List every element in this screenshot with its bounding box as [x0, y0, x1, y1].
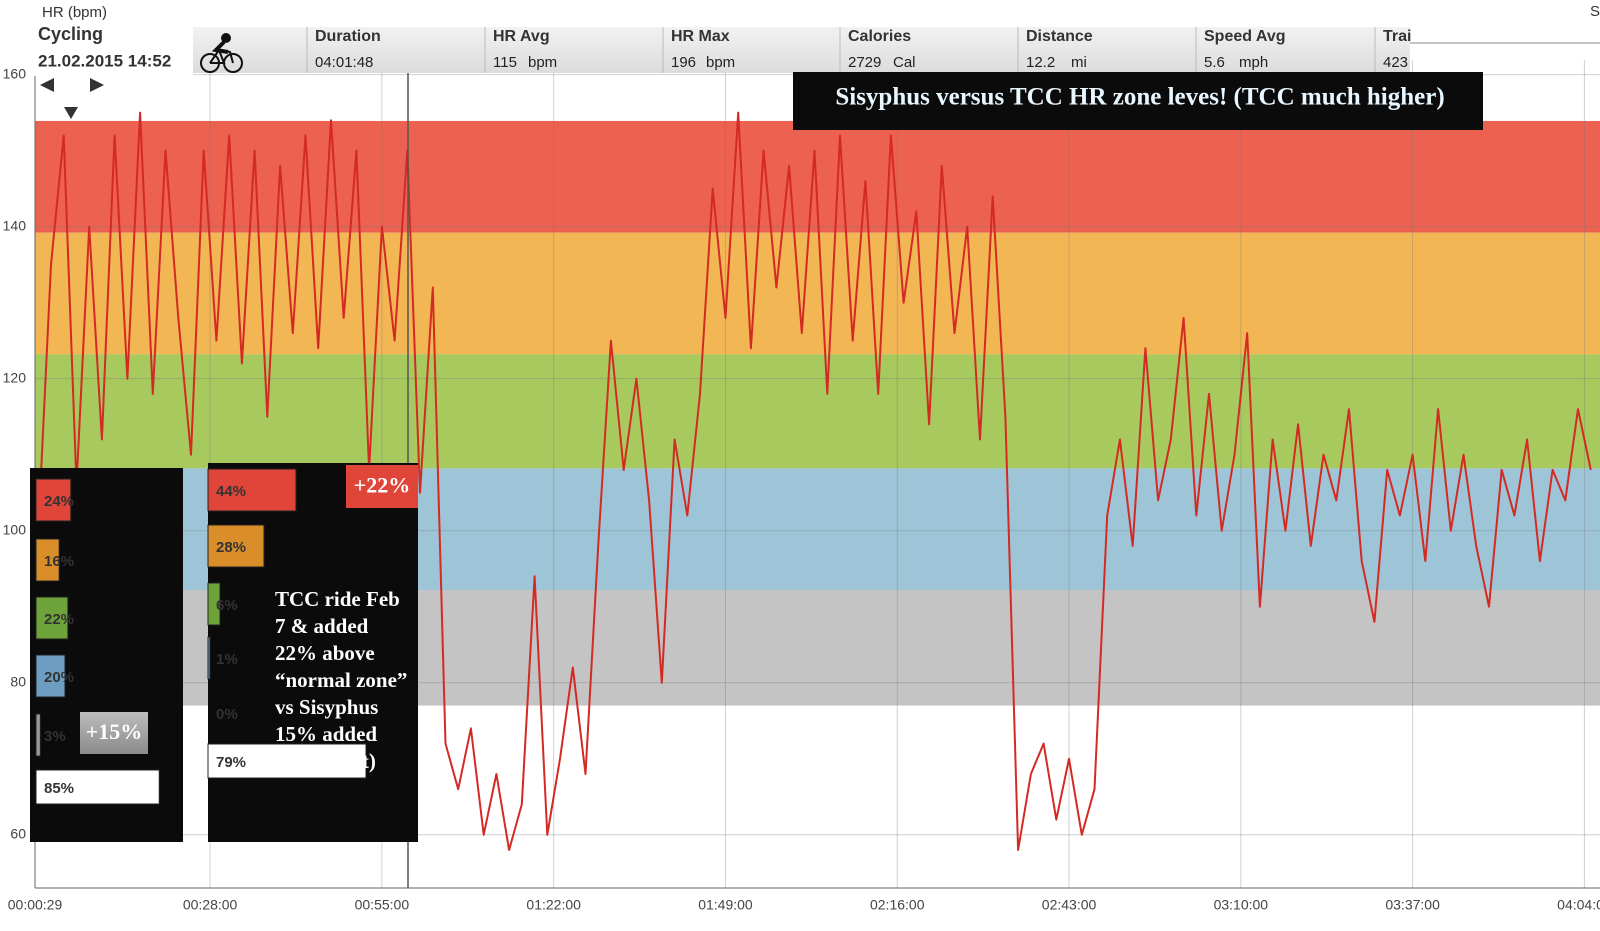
- date: 21.02.2015 14:52: [38, 51, 171, 70]
- y-tick-label: 160: [3, 65, 27, 81]
- note-line: 15% added: [275, 722, 377, 746]
- zone-share-bar: [35, 713, 41, 757]
- stat-value: 423: [1383, 54, 1408, 71]
- zone-share-label: 85%: [44, 780, 74, 797]
- x-tick-label: 04:04:00: [1557, 897, 1600, 913]
- stat-label: Duration: [315, 28, 381, 45]
- delta-box: [346, 465, 418, 508]
- zone-share-bar: [207, 468, 297, 512]
- zone-share-label: 20%: [44, 669, 74, 686]
- stat-label: HR Avg: [493, 28, 550, 45]
- note-line: 22% above: [275, 641, 375, 665]
- annotation-box: [793, 72, 1483, 130]
- stat-label: Speed Avg: [1204, 28, 1286, 45]
- zone-share-bar: [35, 538, 60, 582]
- stats: Duration 04:01:48 HR Avg 115 bpm HR Max 196 bpm…: [306, 27, 1411, 73]
- zone-share-label: 79%: [216, 754, 246, 771]
- zone-share-label: 28%: [216, 539, 246, 556]
- stat-label: Calories: [848, 28, 911, 45]
- axis-label: HR (bpm): [42, 4, 107, 21]
- y-tick-label: 140: [3, 217, 27, 233]
- note-line: vs Sisyphus: [275, 695, 378, 719]
- zone-share-bar: [35, 478, 72, 522]
- hr-line: [37, 111, 1592, 851]
- zone-share-label: 24%: [44, 493, 74, 510]
- sport: Cycling: [38, 24, 103, 44]
- zone-share-bar: [35, 654, 66, 698]
- x-tick-label: 01:49:00: [698, 897, 753, 913]
- stat-value: 115: [493, 54, 517, 71]
- x-tick-label: 00:00:29: [8, 897, 63, 913]
- stat-value: 196: [671, 54, 696, 71]
- zone-share-label: 16%: [44, 553, 74, 570]
- y-tick-label: 80: [10, 673, 26, 689]
- stat-label: Distance: [1026, 28, 1093, 45]
- zone-share-bar: [207, 582, 221, 626]
- zone-share-label: 0%: [216, 706, 238, 723]
- stat-unit: bpm: [706, 54, 735, 71]
- stats-bar: [193, 27, 1410, 73]
- hr-zone: [35, 354, 1600, 469]
- stat-value: 5.6: [1204, 54, 1225, 71]
- delta-box: [80, 712, 148, 754]
- zone-share-label: 22%: [44, 611, 74, 628]
- stat-unit: bpm: [528, 54, 557, 71]
- annotation: Sisyphus versus TCC HR zone leves! (TCC …: [835, 84, 1444, 111]
- stat-label: Trai: [1383, 28, 1411, 45]
- zone-share-bar: [35, 769, 160, 805]
- x-tick-label: 02:16:00: [870, 897, 925, 913]
- x-tick-label: 02:43:00: [1042, 897, 1097, 913]
- x-tick-label: 00:28:00: [183, 897, 238, 913]
- delta-label: +22%: [354, 473, 411, 498]
- header-top: [0, 0, 1600, 26]
- corner-text: S: [1590, 3, 1600, 20]
- x-tick-label: 03:10:00: [1214, 897, 1269, 913]
- zone-share-bar: [207, 524, 265, 568]
- note-line: TCC ride Feb: [275, 587, 400, 611]
- x-tick-label: 03:37:00: [1385, 897, 1440, 913]
- prev-arrow[interactable]: [40, 78, 54, 92]
- stat-label: HR Max: [671, 28, 730, 45]
- stat-value: 2729: [848, 54, 881, 71]
- zone-share-label: 1%: [216, 651, 238, 668]
- zone-share-label: 44%: [216, 483, 246, 500]
- stat-value: 12.2: [1026, 54, 1055, 71]
- y-tick-label: 120: [3, 369, 27, 385]
- zone-share-bar: [207, 743, 367, 779]
- sport-box: [30, 24, 193, 76]
- stat-unit: mi: [1071, 54, 1087, 71]
- bike-icon: [200, 33, 243, 73]
- x-tick-label: 00:55:00: [355, 897, 410, 913]
- note-line: “normal zone”: [275, 668, 407, 692]
- y-tick-label: 100: [3, 521, 27, 537]
- hr-zone: [35, 232, 1600, 355]
- stat-value: 04:01:48: [315, 54, 373, 71]
- note-line: 7 & added: [275, 614, 369, 638]
- stat-unit: mph: [1239, 54, 1268, 71]
- delta-label: +15%: [86, 719, 143, 744]
- zone-share-label: 6%: [216, 597, 238, 614]
- note-line: below (left): [275, 749, 376, 773]
- axes: 60 80 100 120 140 160 00:00:29 00:28:00 00:55:00…: [3, 65, 1600, 912]
- zone-share-bar: [207, 636, 211, 680]
- stat-unit: Cal: [893, 54, 916, 71]
- next-arrow[interactable]: [90, 78, 104, 92]
- marker-arrow: [64, 107, 78, 119]
- zone-share-bar: [35, 596, 69, 640]
- x-tick-label: 01:22:00: [526, 897, 581, 913]
- zone-share-label: 3%: [44, 728, 66, 745]
- insets: 24% 16% 22% 20% 3% 85% +15% 44% 28% 6% 1% 0% 79% +22%…: [35, 465, 418, 805]
- y-tick-label: 60: [10, 825, 26, 841]
